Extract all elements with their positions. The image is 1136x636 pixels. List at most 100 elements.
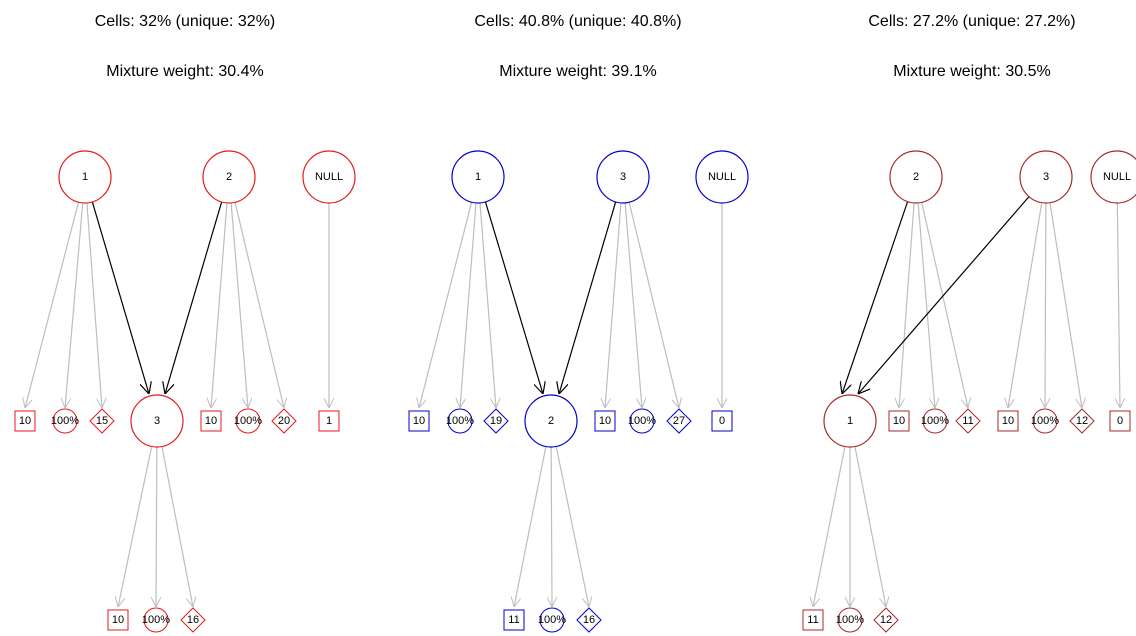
item-edge xyxy=(479,202,496,408)
node xyxy=(302,150,356,204)
item-edge xyxy=(605,202,622,408)
node xyxy=(1090,150,1136,204)
count-box xyxy=(594,410,616,432)
edge xyxy=(165,201,223,394)
node xyxy=(202,150,256,204)
item-label: 0 xyxy=(719,415,725,427)
node-label: 3 xyxy=(1043,171,1049,183)
item-label: 27 xyxy=(673,415,685,427)
panel-title: Cells: 27.2% (unique: 27.2%) xyxy=(868,13,1075,30)
count-box xyxy=(14,410,36,432)
item-label: 1 xyxy=(326,415,332,427)
node xyxy=(596,150,650,204)
panel-title: Cells: 32% (unique: 32%) xyxy=(95,13,276,30)
item-label: 12 xyxy=(1076,415,1088,427)
percent-circle xyxy=(447,408,473,434)
node-label: 1 xyxy=(475,171,481,183)
item-edge xyxy=(86,202,102,408)
item-edge xyxy=(917,202,935,408)
panel-subtitle: Mixture weight: 30.5% xyxy=(893,63,1050,80)
node-label: 3 xyxy=(620,171,626,183)
percent-circle xyxy=(837,607,863,633)
percent-circle xyxy=(52,408,78,434)
node-label: 1 xyxy=(847,415,853,427)
edge xyxy=(559,201,617,394)
count-box xyxy=(802,609,824,631)
panel-subtitle: Mixture weight: 39.1% xyxy=(499,63,656,80)
item-edge xyxy=(813,446,846,607)
item-label: 100% xyxy=(921,415,949,427)
item-label: 16 xyxy=(583,614,595,626)
item-label: 16 xyxy=(187,614,199,626)
item-edge xyxy=(624,202,642,408)
item-edge xyxy=(161,446,193,607)
count-diamond xyxy=(576,607,602,633)
item-label: 100% xyxy=(446,415,474,427)
item-edge xyxy=(460,202,477,408)
count-box xyxy=(503,609,525,631)
item-label: 15 xyxy=(96,415,108,427)
count-box xyxy=(997,410,1019,432)
item-edge xyxy=(551,446,552,607)
item-label: 10 xyxy=(893,415,905,427)
item-label: 100% xyxy=(51,415,79,427)
node-label: 1 xyxy=(82,171,88,183)
count-diamond xyxy=(271,408,297,434)
node-label: NULL xyxy=(708,171,736,183)
item-label: 100% xyxy=(836,614,864,626)
item-edge xyxy=(156,446,157,607)
count-box xyxy=(711,410,733,432)
item-label: 100% xyxy=(234,415,262,427)
item-label: 100% xyxy=(1031,415,1059,427)
item-label: 100% xyxy=(142,614,170,626)
node xyxy=(451,150,505,204)
item-label: 10 xyxy=(413,415,425,427)
item-edge xyxy=(899,202,915,408)
count-box xyxy=(200,410,222,432)
item-label: 11 xyxy=(508,614,519,626)
percent-circle xyxy=(922,408,948,434)
count-diamond xyxy=(873,607,899,633)
count-box xyxy=(408,410,430,432)
count-diamond xyxy=(666,408,692,434)
node xyxy=(1019,150,1073,204)
node-label: 2 xyxy=(548,415,554,427)
percent-circle xyxy=(143,607,169,633)
percent-circle xyxy=(235,408,261,434)
item-label: 10 xyxy=(19,415,31,427)
node xyxy=(695,150,749,204)
item-label: 100% xyxy=(628,415,656,427)
item-label: 11 xyxy=(962,415,973,427)
item-label: 10 xyxy=(1002,415,1014,427)
count-box xyxy=(107,609,129,631)
item-label: 10 xyxy=(599,415,611,427)
item-label: 10 xyxy=(112,614,124,626)
item-edge xyxy=(1117,202,1120,408)
node xyxy=(524,394,578,448)
item-edge xyxy=(628,202,679,408)
item-label: 0 xyxy=(1117,415,1123,427)
item-edge xyxy=(555,446,589,607)
item-edge xyxy=(118,446,153,607)
count-diamond xyxy=(180,607,206,633)
item-edge xyxy=(419,202,473,408)
node-label: NULL xyxy=(315,171,343,183)
item-edge xyxy=(65,202,84,408)
node-label: 3 xyxy=(154,415,160,427)
node-label: 2 xyxy=(226,171,232,183)
node xyxy=(823,394,877,448)
count-diamond xyxy=(89,408,115,434)
count-box xyxy=(1109,410,1131,432)
edge xyxy=(91,201,149,394)
item-edge xyxy=(1008,202,1043,408)
node xyxy=(58,150,112,204)
node-label: NULL xyxy=(1103,171,1131,183)
item-edge xyxy=(1049,202,1082,408)
item-edge xyxy=(921,202,968,408)
edge xyxy=(842,201,909,394)
count-box xyxy=(888,410,910,432)
node xyxy=(889,150,943,204)
percent-circle xyxy=(539,607,565,633)
item-label: 10 xyxy=(205,415,217,427)
